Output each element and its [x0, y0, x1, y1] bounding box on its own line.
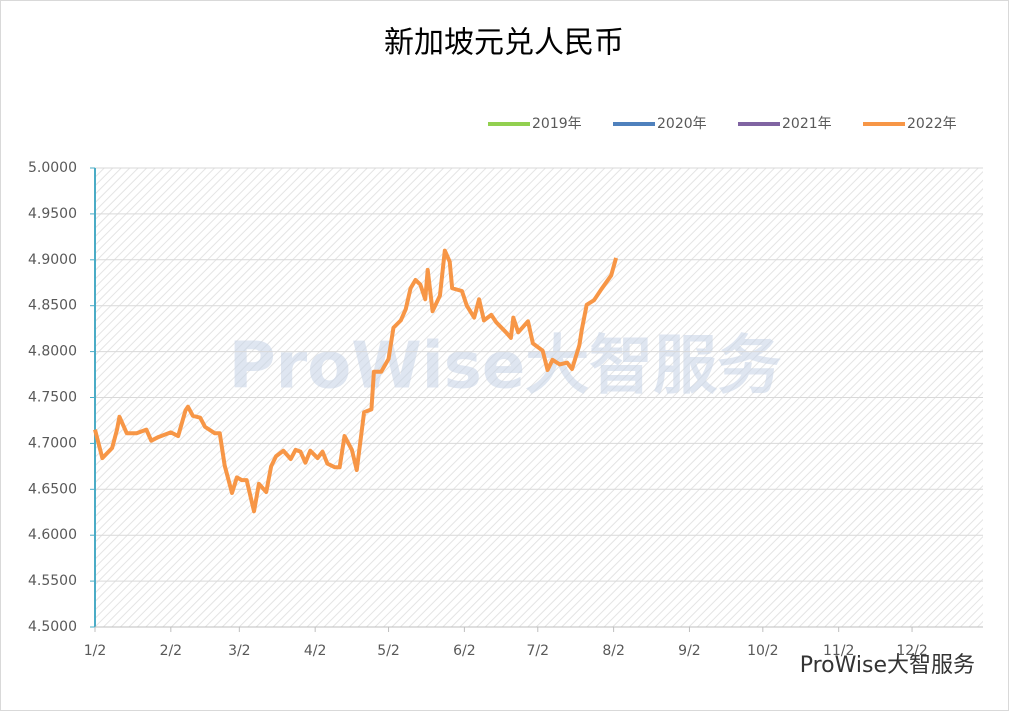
y-tick-label: 4.8500	[28, 298, 77, 314]
x-tick-label: 11/2	[823, 643, 854, 659]
legend-label: 2020年	[657, 116, 707, 132]
chart-title: 新加坡元兑人民币	[384, 26, 624, 61]
x-tick-label: 7/2	[527, 643, 550, 659]
x-tick-label: 6/2	[453, 643, 476, 659]
x-tick-label: 5/2	[377, 643, 400, 659]
y-tick-label: 4.5500	[28, 573, 77, 589]
x-tick-label: 9/2	[678, 643, 701, 659]
x-tick-label: 3/2	[228, 643, 251, 659]
y-tick-label: 5.0000	[28, 160, 77, 176]
series-line	[93, 248, 618, 514]
y-tick-label: 4.6500	[28, 481, 77, 497]
x-tick-label: 8/2	[602, 643, 625, 659]
x-tick-label: 2/2	[160, 643, 183, 659]
y-tick-label: 4.8000	[28, 344, 77, 360]
y-tick-label: 4.7000	[28, 435, 77, 451]
legend-label: 2021年	[782, 116, 832, 132]
y-tick-label: 4.9000	[28, 252, 77, 268]
x-tick-label: 1/2	[84, 643, 107, 659]
x-tick-label: 4/2	[304, 643, 327, 659]
watermark: ProWise大智服务	[229, 330, 781, 404]
y-tick-label: 4.7500	[28, 390, 77, 406]
y-tick-label: 4.6000	[28, 527, 77, 543]
legend-label: 2019年	[532, 116, 582, 132]
footer: ProWise大智服务	[800, 653, 975, 678]
y-tick-label: 4.5000	[28, 619, 77, 635]
y-tick-label: 4.9500	[28, 206, 77, 222]
x-tick-label: 12/2	[896, 643, 927, 659]
legend-label: 2022年	[907, 116, 957, 132]
x-tick-label: 10/2	[747, 643, 778, 659]
